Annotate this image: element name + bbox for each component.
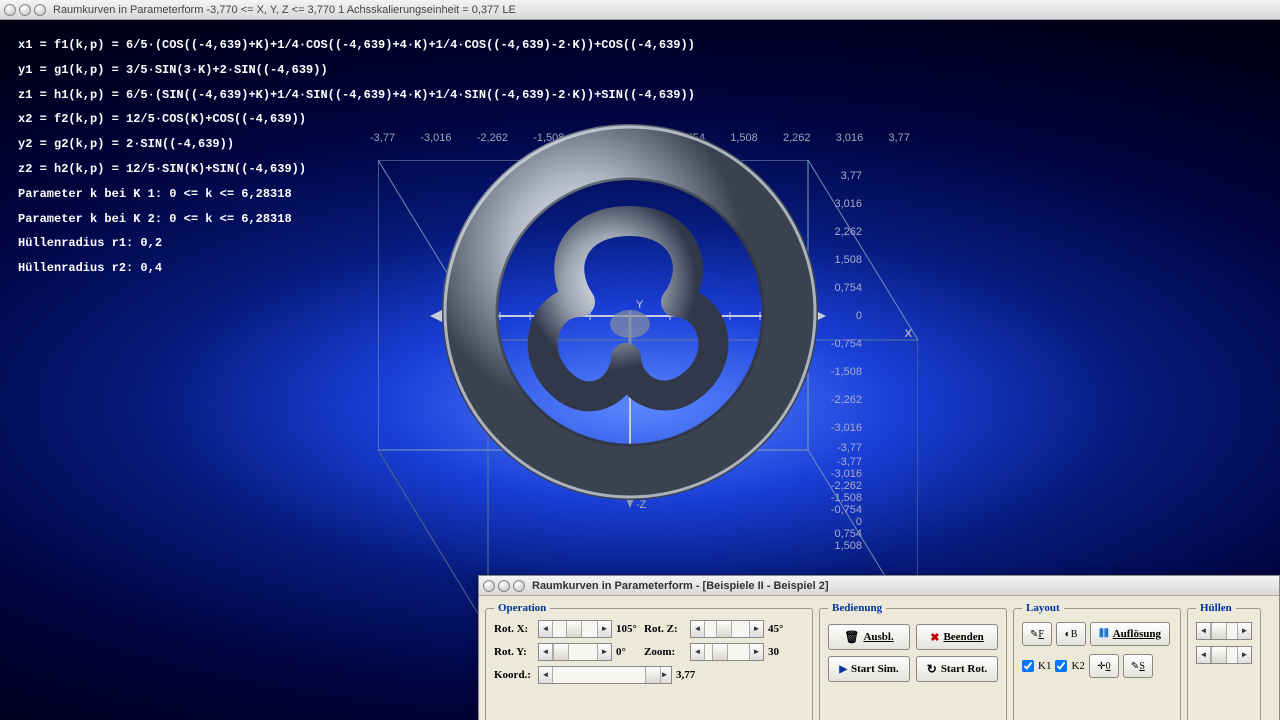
start-sim-button[interactable]: Start Sim. [828, 656, 910, 682]
fieldset-layout: Layout ✎F ◐B ⦀⦀Auflösung K1 K2 ✛0 ✎S [1013, 602, 1181, 720]
hull2-stepper[interactable]: ◄► [1196, 646, 1252, 664]
fieldset-operation: Operation Rot. X: ◄► 105° Rot. Z: ◄► 45°… [485, 602, 813, 720]
fieldset-bedienung: Bedienung Ausbl. Beenden Start Sim. Star… [819, 602, 1007, 720]
start-rot-button[interactable]: Start Rot. [916, 656, 998, 682]
legend-bedienung: Bedienung [828, 602, 886, 614]
titlebar-button-icon[interactable] [498, 580, 510, 592]
legend-layout: Layout [1022, 602, 1064, 614]
fieldset-hullen: Hüllen ◄► ◄► [1187, 602, 1261, 720]
koord-stepper[interactable]: ◄► [538, 666, 672, 684]
roty-stepper[interactable]: ◄► [538, 643, 612, 661]
legend-operation: Operation [494, 602, 550, 614]
ausbl-button[interactable]: Ausbl. [828, 624, 910, 650]
viewport-3d[interactable]: x1 = f1(k,p) = 6/5·(COS((-4,639)+K)+1/4·… [0, 20, 1280, 720]
main-titlebar: Raumkurven in Parameterform -3,770 <= X,… [0, 0, 1280, 20]
layout-b-button[interactable]: ◐B [1056, 622, 1086, 646]
titlebar-button-icon[interactable] [4, 4, 16, 16]
layout-0-button[interactable]: ✛0 [1089, 654, 1119, 678]
panel-title: Raumkurven in Parameterform - [Beispiele… [532, 580, 828, 592]
axis-label-x: X [862, 328, 912, 340]
titlebar-button-icon[interactable] [483, 580, 495, 592]
aufloesung-button[interactable]: ⦀⦀Auflösung [1090, 622, 1170, 646]
layout-f-button[interactable]: ✎F [1022, 622, 1052, 646]
beenden-button[interactable]: Beenden [916, 624, 998, 650]
zoom-stepper[interactable]: ◄► [690, 643, 764, 661]
hull1-stepper[interactable]: ◄► [1196, 622, 1252, 640]
rotz-stepper[interactable]: ◄► [690, 620, 764, 638]
k1-checkbox[interactable] [1022, 660, 1034, 672]
equation-line: x1 = f1(k,p) = 6/5·(COS((-4,639)+K)+1/4·… [18, 34, 695, 57]
titlebar-button-icon[interactable] [34, 4, 46, 16]
rotx-stepper[interactable]: ◄► [538, 620, 612, 638]
equation-line: y1 = g1(k,p) = 3/5·SIN(3·K)+2·SIN((-4,63… [18, 59, 695, 82]
close-icon [930, 631, 939, 644]
layout-s-button[interactable]: ✎S [1123, 654, 1153, 678]
arrow-left-icon[interactable]: ◄ [539, 621, 553, 637]
reload-icon [927, 662, 937, 677]
control-panel-window: Raumkurven in Parameterform - [Beispiele… [478, 575, 1280, 720]
k2-checkbox[interactable] [1055, 660, 1067, 672]
titlebar-button-icon[interactable] [513, 580, 525, 592]
print-icon [844, 630, 859, 645]
legend-hullen: Hüllen [1196, 602, 1236, 614]
arrow-right-icon[interactable]: ► [597, 621, 611, 637]
titlebar-button-icon[interactable] [19, 4, 31, 16]
panel-titlebar: Raumkurven in Parameterform - [Beispiele… [479, 576, 1279, 596]
window-title: Raumkurven in Parameterform -3,770 <= X,… [53, 4, 516, 16]
play-icon [839, 663, 847, 675]
